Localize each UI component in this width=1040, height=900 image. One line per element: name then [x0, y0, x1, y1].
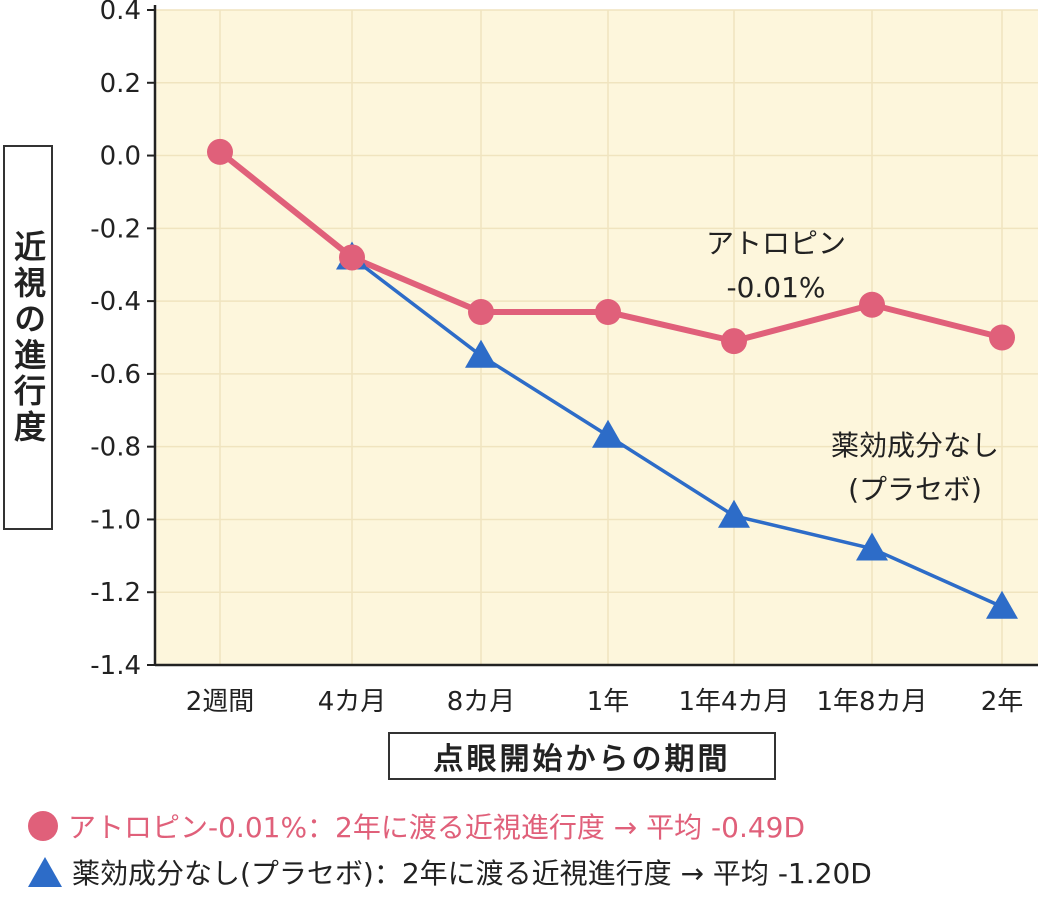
y-tick-label: 0.4 [100, 0, 141, 26]
y-tick-label: 0.2 [100, 69, 141, 99]
data-point-placebo [718, 499, 750, 528]
triangle-marker-icon [28, 857, 62, 887]
series-annotation: -0.01% [726, 271, 825, 304]
series-annotation: 薬効成分なし [831, 429, 999, 462]
x-axis-label-box: 点眼開始からの期間 [388, 732, 776, 780]
x-tick-label: 1年4カ月 [678, 687, 789, 717]
x-tick-label: 2週間 [186, 687, 255, 717]
y-axis-label: 近視の進行度 [9, 229, 47, 446]
data-point-atropine [989, 324, 1015, 351]
data-point-placebo [856, 532, 888, 561]
data-point-atropine [207, 138, 233, 165]
x-tick-label: 1年8カ月 [816, 687, 927, 717]
y-tick-label: 0.0 [100, 142, 141, 172]
series-line-placebo [350, 256, 1003, 609]
data-point-placebo [592, 419, 624, 448]
data-point-atropine [595, 299, 621, 326]
y-tick-label: -1.0 [90, 505, 141, 535]
data-point-placebo [465, 339, 497, 368]
series-annotation: アトロピン [706, 227, 846, 260]
data-point-atropine [468, 299, 494, 326]
x-tick-label: 2年 [981, 687, 1024, 717]
legend-item-placebo: 薬効成分なし(プラセボ)：2年に渡る近視進行度 → 平均 -1.20D [28, 852, 872, 892]
data-point-atropine [339, 244, 365, 271]
y-tick-label: -1.4 [90, 651, 141, 681]
y-tick-label: -0.6 [90, 360, 141, 390]
plot-background [155, 10, 1038, 665]
x-tick-label: 1年 [587, 687, 630, 717]
series-annotation: (プラセボ) [848, 473, 982, 506]
data-point-atropine [859, 291, 885, 318]
data-point-placebo [986, 590, 1018, 619]
x-axis-label: 点眼開始からの期間 [433, 742, 731, 777]
legend-text-placebo: 薬効成分なし(プラセボ)：2年に渡る近視進行度 → 平均 -1.20D [72, 857, 872, 890]
data-point-atropine [721, 328, 747, 355]
y-tick-label: -0.8 [90, 433, 141, 463]
legend-item-atropine: アトロピン-0.01%：2年に渡る近視進行度 → 平均 -0.49D [28, 806, 805, 846]
circle-marker-icon [28, 811, 58, 841]
legend-text-atropine: アトロピン-0.01%：2年に渡る近視進行度 → 平均 -0.49D [68, 811, 806, 844]
x-tick-label: 8カ月 [447, 687, 516, 717]
y-axis-label-box: 近視の進行度 [3, 145, 53, 530]
y-tick-label: -0.4 [90, 287, 141, 317]
x-tick-label: 4カ月 [318, 687, 387, 717]
y-tick-label: -1.2 [90, 578, 141, 608]
y-tick-label: -0.2 [90, 214, 141, 244]
